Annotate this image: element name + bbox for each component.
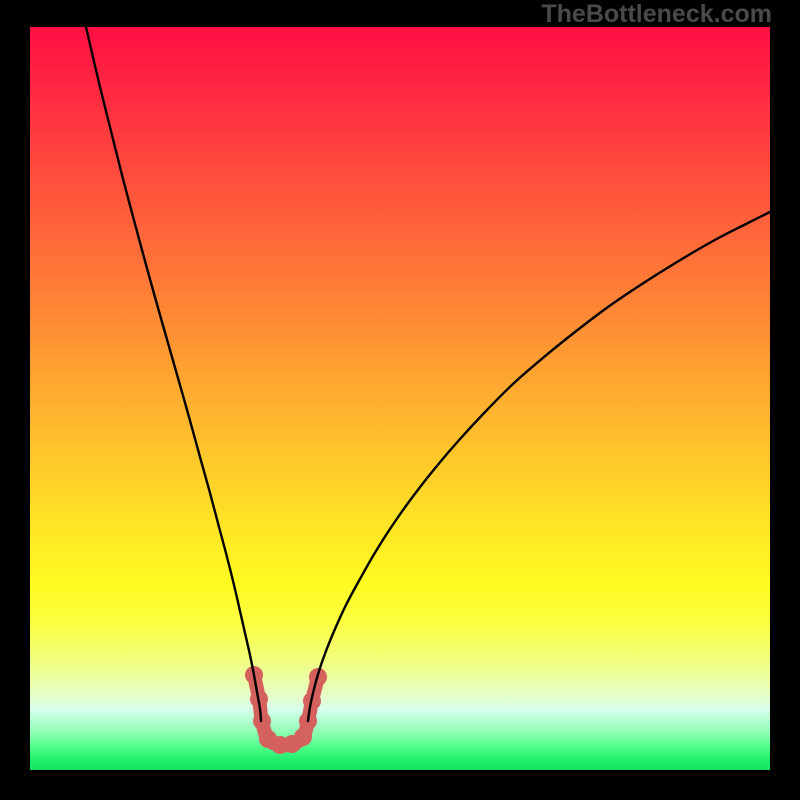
marker-dot	[294, 728, 312, 746]
gradient-background	[30, 27, 770, 770]
chart-root: TheBottleneck.com	[0, 0, 800, 800]
plot-area	[30, 27, 770, 770]
watermark-text: TheBottleneck.com	[541, 0, 772, 29]
bottleneck-chart	[30, 27, 770, 770]
